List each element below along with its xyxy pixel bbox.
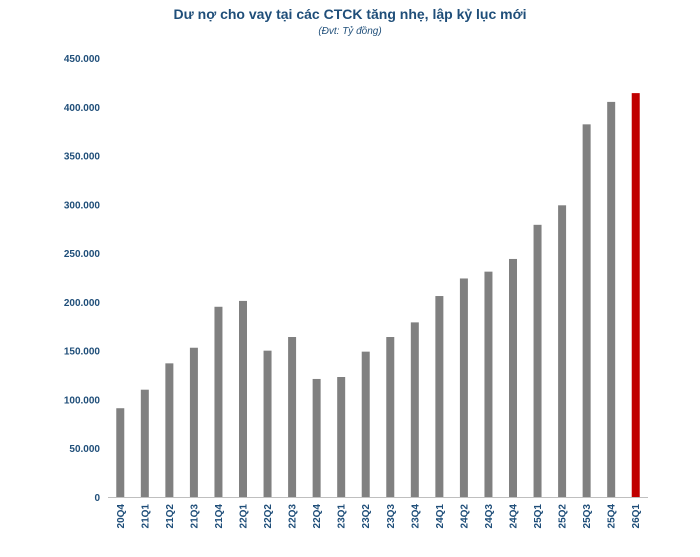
bar-22Q3: [288, 337, 297, 497]
x-tick-label: 20Q4: [116, 504, 127, 529]
y-tick-label: 100.000: [64, 395, 101, 406]
bar-23Q1: [337, 377, 346, 497]
bar-21Q2: [165, 363, 174, 497]
chart-subtitle: (Đvt: Tỷ đồng): [318, 26, 382, 37]
x-tick-label: 21Q2: [165, 504, 176, 529]
bar-24Q4: [509, 258, 517, 497]
y-tick-label: 300.000: [64, 200, 101, 211]
bar-24Q2: [459, 278, 468, 497]
y-tick-label: 150.000: [64, 347, 101, 358]
x-tick-label: 22Q4: [312, 504, 323, 529]
x-tick-label: 21Q3: [189, 504, 200, 529]
bar-25Q4: [607, 101, 616, 498]
bar-24Q3: [484, 271, 493, 497]
x-tick-label: 22Q3: [288, 504, 299, 529]
chart-title: Dư nợ cho vay tại các CTCK tăng nhẹ, lập…: [173, 6, 527, 22]
bar-22Q2: [263, 350, 272, 497]
bar-20Q4: [116, 408, 125, 497]
x-tick-label: 21Q4: [214, 504, 225, 529]
x-tick-label: 25Q4: [607, 504, 618, 529]
x-tick-label: 23Q4: [410, 504, 421, 529]
bar-22Q1: [239, 300, 247, 497]
x-tick-label: 24Q4: [509, 504, 520, 529]
y-tick-label: 400.000: [64, 103, 101, 114]
bar-23Q3: [386, 337, 395, 497]
x-tick-label: 26Q1: [631, 504, 642, 529]
x-tick-label: 24Q3: [484, 504, 495, 529]
bar-23Q4: [410, 322, 419, 497]
x-tick-label: 25Q3: [582, 504, 593, 529]
x-tick-label: 23Q3: [386, 504, 397, 529]
y-tick-label: 450.000: [64, 54, 101, 65]
x-tick-label: 21Q1: [140, 504, 151, 529]
x-tick-label: 23Q1: [337, 504, 348, 529]
y-axis-ticks: 0 50.000 100.000 150.000 200.000 250.000 300.0…: [64, 54, 101, 504]
bar-25Q1: [533, 224, 542, 497]
bar-25Q3: [582, 124, 591, 498]
x-tick-label: 23Q2: [361, 504, 372, 529]
x-tick-label: 24Q2: [459, 504, 470, 529]
x-axis-ticks: 20Q4 21Q1 21Q2 21Q3 21Q4 22Q1 22Q2 22Q3 22Q4 23Q1…: [116, 504, 642, 529]
y-tick-label: 250.000: [64, 249, 101, 260]
bar-21Q1: [140, 389, 149, 497]
y-tick-label: 0: [94, 493, 100, 504]
y-tick-label: 200.000: [64, 298, 101, 309]
bar-21Q3: [189, 347, 198, 497]
bar-25Q2: [558, 205, 567, 497]
x-tick-label: 25Q1: [533, 504, 544, 529]
bars: [116, 93, 640, 498]
x-tick-label: 22Q1: [239, 504, 250, 529]
bar-24Q1: [435, 296, 444, 497]
x-tick-label: 25Q2: [558, 504, 569, 529]
bar-23Q2: [361, 351, 370, 497]
x-tick-label: 22Q2: [263, 504, 274, 529]
bar-22Q4: [312, 378, 321, 497]
bar-26Q1: [631, 93, 640, 498]
x-tick-label: 24Q1: [435, 504, 446, 529]
y-tick-label: 50.000: [69, 444, 100, 455]
bar-21Q4: [214, 306, 223, 497]
y-tick-label: 350.000: [64, 152, 101, 163]
